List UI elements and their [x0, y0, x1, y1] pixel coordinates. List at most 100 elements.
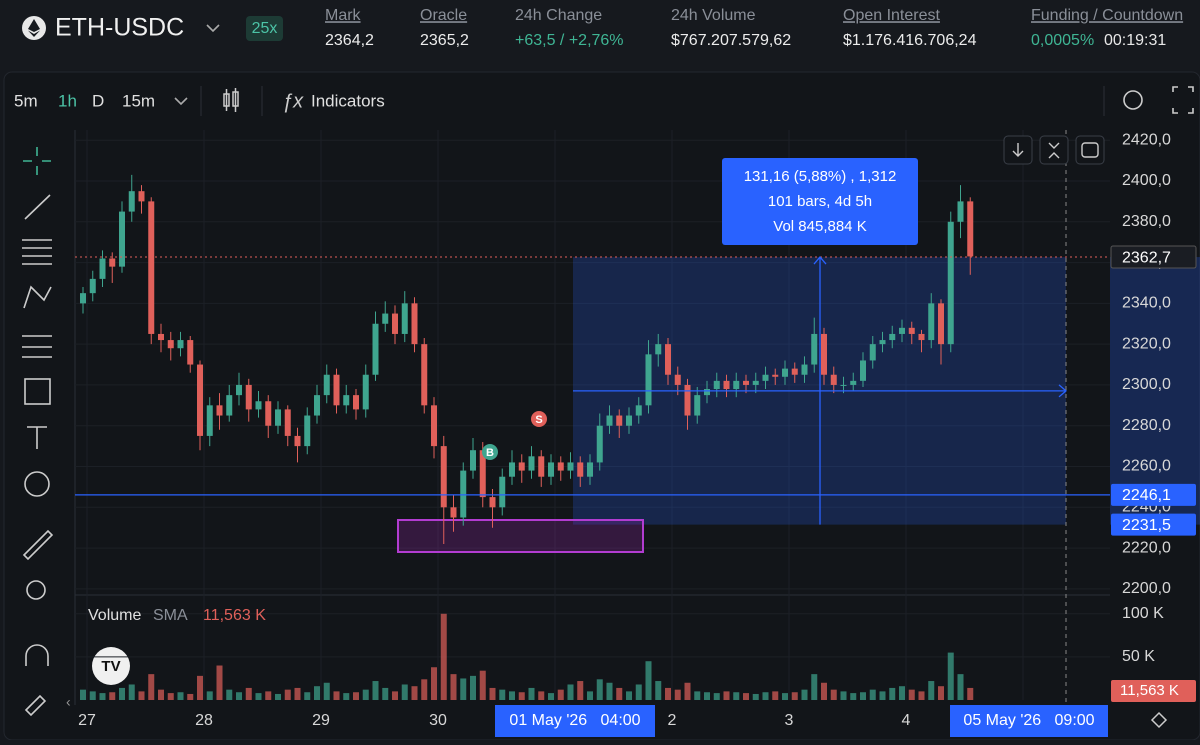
candle-body: [206, 405, 213, 436]
candle-body: [967, 201, 974, 257]
volume-bar: [596, 679, 603, 700]
candle-body: [743, 380, 749, 385]
collapse-arrow[interactable]: ‹: [66, 694, 71, 710]
funding-rate: 0,0005%: [1031, 32, 1094, 49]
candle-body: [830, 374, 837, 385]
candle-body: [362, 374, 369, 410]
reset-button[interactable]: [1075, 135, 1105, 165]
stat-value: $767.207.579,62: [671, 32, 791, 49]
projection-tool[interactable]: [22, 335, 52, 358]
interval[interactable]: 1h: [58, 91, 77, 110]
volume-bar: [284, 689, 291, 700]
candle-body: [284, 409, 291, 436]
candle-body: [577, 462, 584, 477]
indicators-button[interactable]: Indicators: [311, 91, 385, 110]
volume-bar: [557, 689, 564, 700]
volume-bar: [567, 684, 574, 700]
volume-tag-bg: [1111, 680, 1196, 702]
stat-label: 24h Change: [515, 7, 602, 24]
volume-bar: [830, 689, 837, 700]
x-tick-label: 2: [668, 712, 677, 729]
volume-bar: [528, 687, 535, 700]
candle-body: [470, 450, 476, 471]
volume-bar: [119, 687, 125, 700]
candle-body: [713, 380, 720, 390]
candle-body: [177, 340, 184, 349]
candle-body: [411, 303, 418, 345]
replay-icon[interactable]: [1123, 90, 1143, 110]
interval[interactable]: D: [92, 91, 104, 110]
zoom-tool[interactable]: [26, 580, 46, 600]
volume-bar: [811, 674, 818, 700]
symbol[interactable]: ETH-USDC: [55, 14, 184, 42]
text-tool[interactable]: [27, 426, 47, 449]
crosshair-tool[interactable]: [23, 147, 51, 175]
volume-bar: [89, 691, 96, 700]
funding-label: Funding / Countdown: [1031, 7, 1183, 24]
shape-tool[interactable]: [24, 378, 51, 405]
candle-body: [333, 374, 340, 406]
candle-body: [265, 401, 272, 426]
volume-bar: [704, 692, 710, 700]
candle-body: [197, 364, 203, 436]
settings-icon[interactable]: [1150, 711, 1168, 729]
candle-body: [782, 368, 788, 377]
candle-body: [801, 364, 808, 375]
volume-bar: [840, 691, 847, 700]
candle-body: [450, 507, 457, 518]
x-tick-label: 29: [312, 712, 330, 729]
fib-tool[interactable]: [22, 239, 52, 265]
volume-bar: [431, 667, 437, 700]
candle-body: [957, 201, 964, 222]
volume-bar: [674, 689, 681, 700]
measure-tooltip: [722, 158, 918, 245]
volume-bar: [304, 692, 311, 700]
candle-body: [440, 446, 447, 508]
y-tick-label: 2280,0: [1122, 417, 1171, 434]
fullscreen-icon[interactable]: [1172, 86, 1194, 114]
ruler-tool[interactable]: [22, 529, 54, 561]
funding-countdown: 00:19:31: [1104, 32, 1166, 49]
crosshair-label-bg: [495, 705, 655, 737]
candle-body: [850, 380, 857, 385]
stat-value: +63,5 / +2,76%: [515, 32, 624, 49]
fx-icon[interactable]: ƒx: [282, 90, 304, 112]
x-tick-label: 27: [78, 712, 96, 729]
price-tag: 2246,1: [1122, 487, 1171, 504]
volume-bar: [743, 693, 749, 700]
candle-body: [119, 211, 125, 267]
volume-bar: [606, 682, 613, 700]
leverage[interactable]: 25x: [252, 20, 278, 37]
trendline-tool[interactable]: [24, 194, 51, 220]
interval[interactable]: 15m: [122, 91, 155, 110]
magnet-tool[interactable]: [25, 644, 49, 666]
collapse-button[interactable]: [1039, 135, 1069, 165]
candle-type-icon[interactable]: [223, 88, 239, 112]
candle-body: [167, 340, 174, 349]
price-tag: 2231,5: [1122, 517, 1171, 534]
measure-text: 101 bars, 4d 5h: [768, 193, 872, 210]
candle-body: [626, 415, 632, 426]
volume-bar: [860, 692, 866, 700]
interval[interactable]: 5m: [14, 91, 38, 110]
volume-bar: [401, 684, 408, 700]
candle-body: [938, 303, 944, 345]
volume-bar: [197, 675, 203, 700]
volume-bar: [752, 693, 759, 700]
stat-label: Mark: [325, 7, 362, 24]
measure-axis-band: [1110, 257, 1200, 525]
candle-body: [889, 333, 896, 341]
volume-bar: [655, 681, 662, 700]
leverage-badge[interactable]: [246, 16, 283, 41]
lock-draw-tool[interactable]: [24, 694, 47, 717]
emoji-tool[interactable]: [24, 471, 50, 497]
volume-bar: [889, 687, 896, 700]
stat-label: 24h Volume: [671, 7, 756, 24]
interval-chevron[interactable]: [174, 97, 188, 106]
volume-bar: [450, 674, 457, 700]
symbol-chevron[interactable]: [206, 24, 220, 33]
pattern-tool[interactable]: [23, 285, 52, 309]
candle-body: [879, 340, 886, 345]
volume-bar: [499, 689, 506, 700]
crosshair-label-bg: [950, 705, 1108, 737]
